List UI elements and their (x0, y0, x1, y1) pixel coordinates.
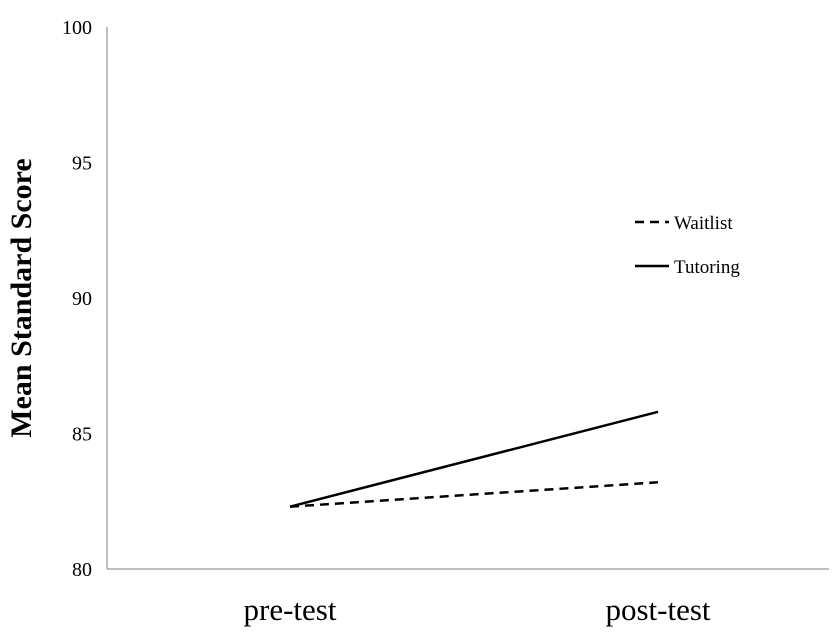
x-category-label: pre-test (244, 592, 337, 627)
y-tick-label: 85 (72, 424, 92, 446)
x-category-label: post-test (605, 592, 710, 627)
series-line-tutoring (289, 410, 659, 508)
x-axis-labels: pre-test post-test (244, 592, 711, 627)
legend: Waitlist Tutoring (635, 213, 740, 278)
y-tick-label: 100 (62, 17, 92, 39)
y-axis-ticks: 80 85 90 95 100 (62, 17, 92, 581)
y-tick-label: 95 (72, 153, 92, 175)
series-line-waitlist (289, 481, 659, 508)
legend-label-tutoring: Tutoring (674, 257, 740, 278)
y-axis-title: Mean Standard Score (5, 158, 38, 437)
y-tick-label: 90 (72, 288, 92, 310)
legend-label-waitlist: Waitlist (674, 213, 733, 234)
series-lines (289, 410, 659, 508)
y-tick-label: 80 (72, 559, 92, 581)
